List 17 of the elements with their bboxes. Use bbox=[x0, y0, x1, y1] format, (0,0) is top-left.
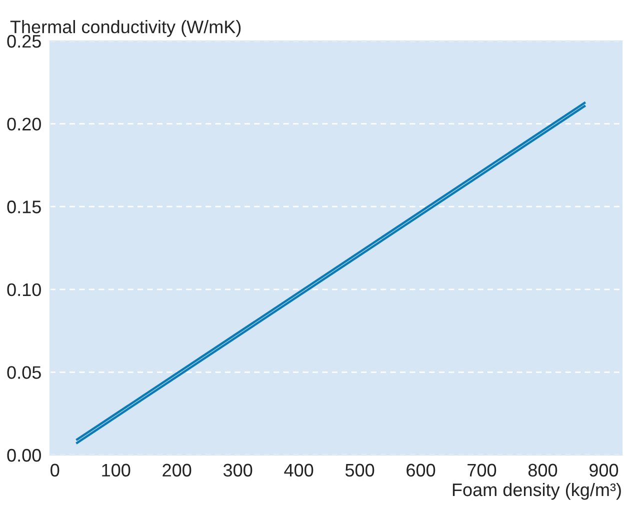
x-axis-title: Foam density (kg/m³) bbox=[452, 482, 621, 500]
x-tick-label: 200 bbox=[162, 464, 192, 477]
x-tick-label: 300 bbox=[223, 464, 252, 477]
y-tick-label: 0.05 bbox=[7, 366, 41, 379]
x-tick-label: 900 bbox=[589, 464, 618, 477]
x-tick-label: 600 bbox=[406, 464, 436, 477]
x-tick-label: 100 bbox=[102, 464, 130, 477]
y-tick-label: 0.20 bbox=[7, 118, 41, 131]
y-tick-label: 0.00 bbox=[7, 448, 41, 462]
y-tick-label: 0.10 bbox=[7, 283, 41, 296]
y-tick-label: 0.15 bbox=[7, 200, 41, 214]
y-tick-label: 0.25 bbox=[7, 34, 41, 48]
x-tick-label: 400 bbox=[284, 464, 314, 477]
x-tick-label: 700 bbox=[468, 464, 496, 477]
x-tick-label: 0 bbox=[50, 464, 60, 477]
x-tick-label: 800 bbox=[528, 464, 558, 477]
x-tick-label: 500 bbox=[345, 464, 374, 477]
